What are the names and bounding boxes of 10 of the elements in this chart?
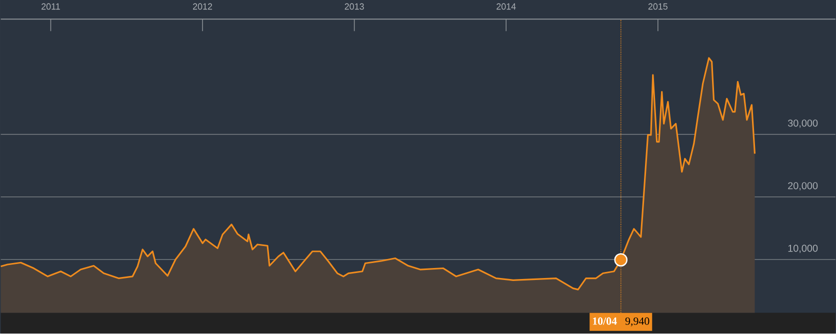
x-tick-label: 2014: [496, 3, 516, 10]
x-tick-label: 2012: [193, 3, 212, 10]
x-tick-label: 2011: [42, 3, 60, 10]
y-tick-label: 30,000: [788, 120, 818, 128]
y-tick-label: 20,000: [788, 182, 818, 191]
x-tick-label: 2015: [648, 3, 668, 10]
text: 10/04: [592, 318, 617, 325]
y-tick-label: 10,000: [788, 244, 818, 254]
x-tick-label: 2013: [344, 3, 364, 10]
text: 9,940: [625, 318, 650, 327]
